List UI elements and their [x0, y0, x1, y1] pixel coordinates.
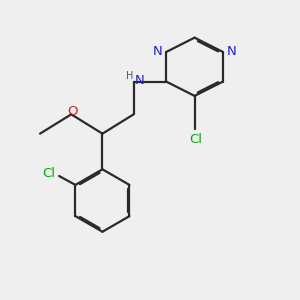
Text: N: N — [153, 45, 163, 58]
Text: N: N — [135, 74, 145, 87]
Text: N: N — [226, 45, 236, 58]
Text: H: H — [125, 71, 133, 81]
Text: Cl: Cl — [43, 167, 56, 179]
Text: O: O — [68, 106, 78, 118]
Text: Cl: Cl — [190, 133, 202, 146]
